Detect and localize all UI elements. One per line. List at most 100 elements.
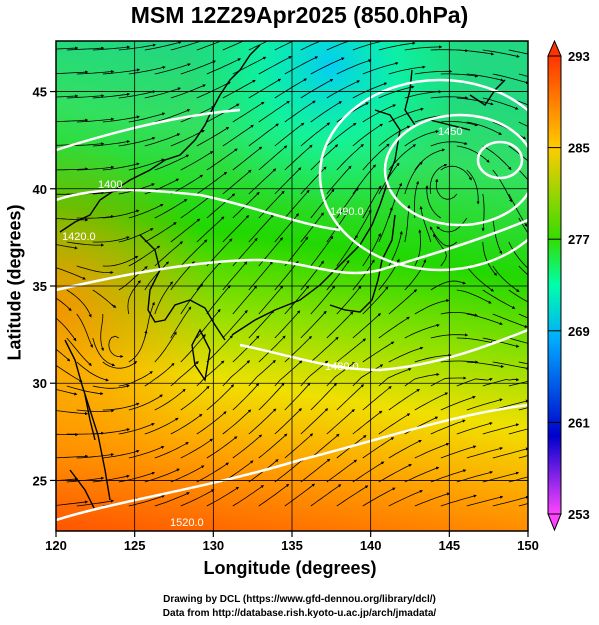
streamline [414,148,446,171]
streamline [222,79,256,99]
streamline [352,313,381,339]
streamline [362,385,392,411]
streamline [430,419,466,435]
credit-data: Data from http://database.rish.kyoto-u.a… [162,608,437,619]
streamline [92,92,131,99]
streamline [518,407,528,411]
streamline [154,154,190,171]
streamline [508,145,528,162]
streamline [300,360,329,387]
colorbar-scale [547,55,562,515]
streamline [440,312,478,317]
streamline [518,73,528,77]
streamline [56,388,78,396]
streamline [310,285,336,315]
streamline [430,333,469,339]
streamline [482,289,516,309]
streamline [310,101,343,123]
streamline [180,195,212,219]
colorbar-bottom-arrow [547,513,562,532]
streamline [76,409,115,413]
streamline [144,301,155,339]
streamline [508,49,528,55]
streamline [336,338,367,363]
streamline [232,146,263,171]
streamline [481,193,485,232]
streamline [248,359,276,387]
streamline [92,140,131,147]
streamline [144,417,179,435]
streamline [258,190,285,219]
streamline [300,310,327,339]
streamline [180,489,215,507]
streamline [66,94,105,99]
streamline [456,49,495,56]
streamline [196,41,222,51]
x-tick-label: 140 [360,538,382,553]
streamline [258,56,292,75]
streamline [508,380,528,387]
streamline [482,423,520,435]
streamline [56,317,77,342]
streamline [378,368,412,387]
streamline [414,299,450,315]
streamline [508,337,528,344]
y-tick-label: 35 [33,279,47,294]
streamline [378,316,410,339]
streamline [466,398,503,411]
credit-drawing: Drawing by DCL (https://www.gfd-dennou.o… [163,594,436,605]
y-tick-label: 30 [33,376,47,391]
streamline [466,265,494,292]
streamline [222,360,251,387]
streamline [518,265,528,276]
streamline [258,382,285,411]
streamline [76,165,115,171]
streamline [310,336,339,363]
streamline [518,169,528,181]
streamline [232,285,258,315]
streamline [440,165,472,181]
streamline [492,73,528,85]
x-tick-label: 150 [517,538,539,553]
streamline [352,410,383,435]
streamline [274,78,307,99]
streamline [284,236,309,267]
streamline [222,169,252,195]
contour-label: 1450 [438,126,462,138]
streamline [274,407,302,435]
contour-label: 1400 [98,179,122,191]
streamline [466,447,504,459]
streamline [326,165,352,195]
streamline [232,335,260,363]
streamline [56,500,89,506]
streamline [456,377,493,387]
colorbar-tick-label: 253 [568,507,590,522]
streamline [180,60,216,75]
streamline [414,69,453,75]
streamline [154,281,173,315]
longitude-ticks: 120 125 130 135 140 145 150 [45,531,539,553]
streamline [56,118,89,123]
streamline [440,121,479,127]
streamline [248,261,273,291]
streamline [56,433,79,437]
contour-label: 1420.0 [62,231,96,243]
streamline [56,70,89,75]
geopotential-contours [56,78,528,522]
streamline [436,217,468,233]
streamline [429,226,458,247]
streamline [76,70,115,75]
contour-label: 1490.0 [330,206,364,218]
streamline [404,323,440,339]
streamline [508,289,528,303]
streamline [456,145,490,163]
streamline [518,121,528,128]
streamline [508,241,528,269]
streamline [425,185,442,219]
streamline [76,117,115,123]
streamline [170,129,205,147]
streamline [518,455,528,459]
streamline [466,361,505,368]
streamline [196,308,221,339]
streamline [66,289,92,318]
